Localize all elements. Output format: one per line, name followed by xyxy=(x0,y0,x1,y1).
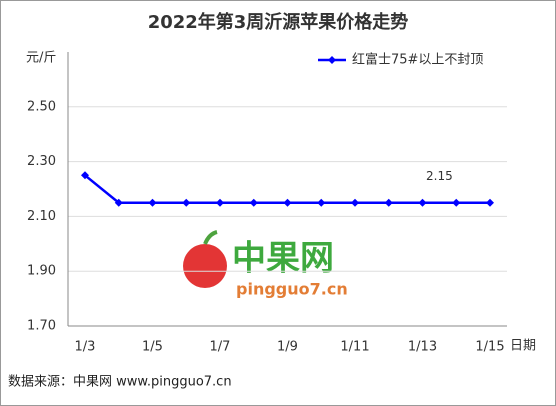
legend-marker xyxy=(328,56,336,64)
watermark: 中果网 pingguo7.cn xyxy=(183,230,348,299)
legend-label: 红富士75#以上不封顶 xyxy=(352,52,483,68)
annotation: 2.15 xyxy=(426,169,453,183)
watermark-url: pingguo7.cn xyxy=(236,280,348,299)
x-tick-label: 1/11 xyxy=(340,340,369,355)
data-point xyxy=(418,198,427,207)
data-point xyxy=(283,198,292,207)
data-point xyxy=(452,198,461,207)
y-tick-label: 1.90 xyxy=(27,264,56,279)
x-tick-label: 1/3 xyxy=(75,340,96,355)
data-point xyxy=(384,198,393,207)
x-axis-label: 日期 xyxy=(510,339,536,354)
y-tick-label: 1.70 xyxy=(27,319,56,334)
data-point xyxy=(351,198,359,207)
x-tick-label: 1/7 xyxy=(210,340,231,355)
data-point xyxy=(486,198,494,207)
data-point xyxy=(249,198,258,207)
x-tick-label: 1/5 xyxy=(142,340,163,355)
source: 数据来源：中果网 www.pingguo7.cn xyxy=(8,375,232,390)
x-tick-label: 1/15 xyxy=(475,340,504,355)
watermark-name: 中果网 xyxy=(232,239,334,279)
y-tick-label: 2.30 xyxy=(27,154,56,169)
data-point xyxy=(114,198,123,207)
chart-title: 2022年第3周沂源苹果价格走势 xyxy=(148,11,409,33)
data-point xyxy=(216,198,224,207)
data-point xyxy=(182,198,191,207)
logo-apple xyxy=(183,244,227,288)
logo-leaf xyxy=(203,230,218,245)
data-point xyxy=(81,171,89,180)
data-point xyxy=(148,198,157,207)
y-unit: 元/斤 xyxy=(26,51,56,66)
y-tick-label: 2.10 xyxy=(27,209,56,224)
y-tick-label: 2.50 xyxy=(27,99,56,114)
x-tick-label: 1/13 xyxy=(408,340,437,355)
x-tick-label: 1/9 xyxy=(277,340,298,355)
data-point xyxy=(317,198,326,207)
